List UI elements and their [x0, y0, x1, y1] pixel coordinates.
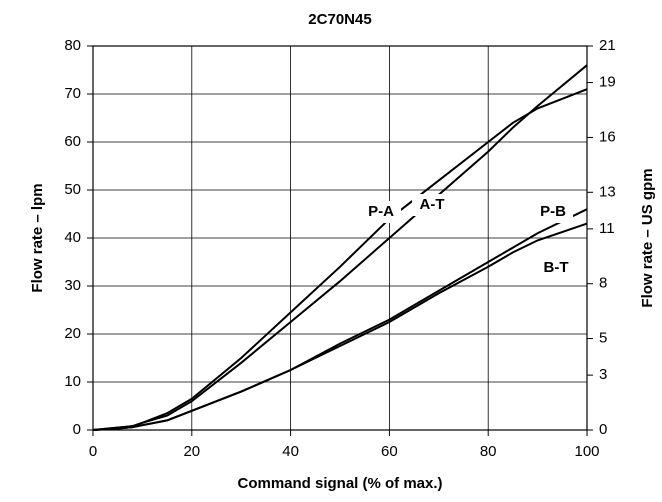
y-tick-label: 60 [64, 133, 81, 150]
x-tick-label: 60 [381, 443, 398, 460]
label-background [361, 201, 401, 223]
y2-tick-label: 13 [599, 183, 616, 200]
y2-tick-label: 5 [599, 330, 607, 347]
y2-tick-label: 21 [599, 37, 616, 54]
y-tick-label: 40 [64, 229, 81, 246]
y2-tick-label: 0 [599, 421, 607, 438]
plot-frame [92, 45, 588, 431]
y2-tick-label: 16 [599, 128, 616, 145]
y-tick-label: 50 [64, 181, 81, 198]
x-tick-label: 100 [574, 443, 599, 460]
x-tick-label: 0 [89, 443, 97, 460]
y2-axis-label: Flow rate – US gpm [639, 168, 656, 307]
series-label: B-T [544, 259, 569, 276]
chart-title: 2C70N45 [308, 11, 371, 28]
series-label: A-T [420, 196, 445, 213]
series-line [92, 88, 588, 431]
y-tick-label: 20 [64, 325, 81, 342]
series-label: P-B [540, 203, 566, 220]
y-axis-label: Flow rate – lpm [29, 183, 46, 292]
x-tick-label: 80 [480, 443, 497, 460]
y2-tick-label: 19 [599, 74, 616, 91]
label-background [536, 257, 576, 279]
series-line [92, 64, 588, 431]
y-tick-label: 0 [73, 421, 81, 438]
y-tick-label: 70 [64, 85, 81, 102]
x-axis-label: Command signal (% of max.) [237, 475, 442, 492]
series-line [92, 222, 588, 431]
series-label: P-A [368, 203, 394, 220]
y-tick-label: 30 [64, 277, 81, 294]
series-line [92, 208, 588, 431]
x-tick-label: 20 [183, 443, 200, 460]
x-tick-label: 40 [282, 443, 299, 460]
label-background [533, 201, 573, 223]
y-tick-label: 10 [64, 373, 81, 390]
y2-tick-label: 8 [599, 275, 607, 292]
y-tick-label: 80 [64, 37, 81, 54]
y2-tick-label: 3 [599, 366, 607, 383]
label-background [412, 194, 452, 216]
y2-tick-label: 11 [599, 220, 615, 237]
